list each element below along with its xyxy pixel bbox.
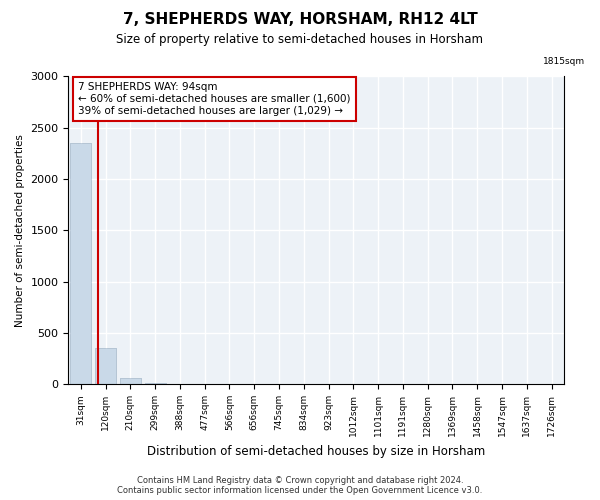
Text: Contains HM Land Registry data © Crown copyright and database right 2024.
Contai: Contains HM Land Registry data © Crown c…: [118, 476, 482, 495]
Bar: [95, 348, 116, 385]
Bar: [70, 143, 91, 384]
Bar: [95, 348, 116, 385]
Text: Size of property relative to semi-detached houses in Horsham: Size of property relative to semi-detach…: [116, 32, 484, 46]
Bar: [120, 378, 141, 384]
Bar: [120, 378, 141, 384]
Text: 7 SHEPHERDS WAY: 94sqm
← 60% of semi-detached houses are smaller (1,600)
39% of : 7 SHEPHERDS WAY: 94sqm ← 60% of semi-det…: [79, 82, 351, 116]
Bar: [70, 143, 91, 384]
Y-axis label: Number of semi-detached properties: Number of semi-detached properties: [15, 134, 25, 326]
X-axis label: Distribution of semi-detached houses by size in Horsham: Distribution of semi-detached houses by …: [147, 444, 485, 458]
Text: 7, SHEPHERDS WAY, HORSHAM, RH12 4LT: 7, SHEPHERDS WAY, HORSHAM, RH12 4LT: [122, 12, 478, 28]
Bar: [145, 383, 166, 384]
Bar: [145, 383, 166, 384]
